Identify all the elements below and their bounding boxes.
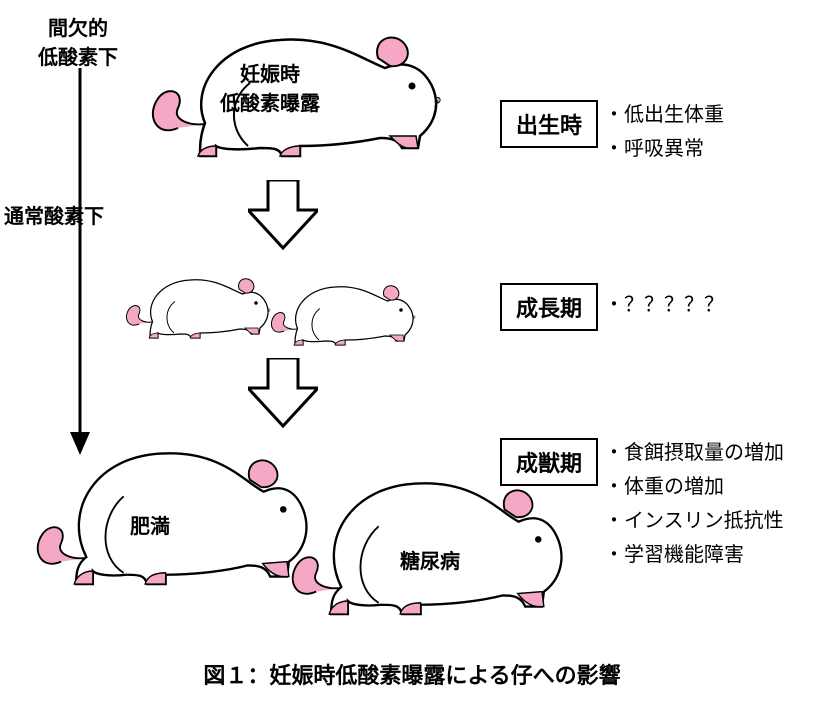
adult-rat-obesity-label: 肥満 bbox=[130, 510, 170, 539]
stage-bullets-growth: ・？？？？？ bbox=[604, 288, 724, 322]
stage-box-adult: 成獣期 bbox=[500, 438, 598, 486]
stage-bullets-adult: ・食餌摂取量の増加 ・体重の増加 ・インスリン抵抗性 ・学習機能障害 bbox=[604, 436, 784, 572]
stage-box-growth: 成長期 bbox=[500, 283, 598, 331]
pup-rat-1 bbox=[125, 263, 275, 345]
stage-bullets-birth: ・低出生体重 ・呼吸異常 bbox=[604, 98, 724, 166]
adult-rat-obesity bbox=[35, 430, 315, 600]
figure-caption: 図１：妊娠時低酸素曝露による仔への影響 bbox=[0, 658, 824, 690]
down-arrow-1 bbox=[248, 180, 318, 250]
pup-rat-2 bbox=[270, 270, 420, 352]
stage-box-birth: 出生時 bbox=[500, 100, 598, 148]
down-arrow-2 bbox=[248, 358, 318, 428]
label-normoxia: 通常酸素下 bbox=[4, 200, 134, 229]
mother-rat-label: 妊娠時 低酸素曝露 bbox=[220, 58, 320, 116]
adult-rat-diabetes-label: 糖尿病 bbox=[400, 545, 460, 574]
timeline-arrow bbox=[60, 60, 100, 460]
label-intermittent-hypoxia: 間欠的 低酸素下 bbox=[38, 12, 118, 70]
